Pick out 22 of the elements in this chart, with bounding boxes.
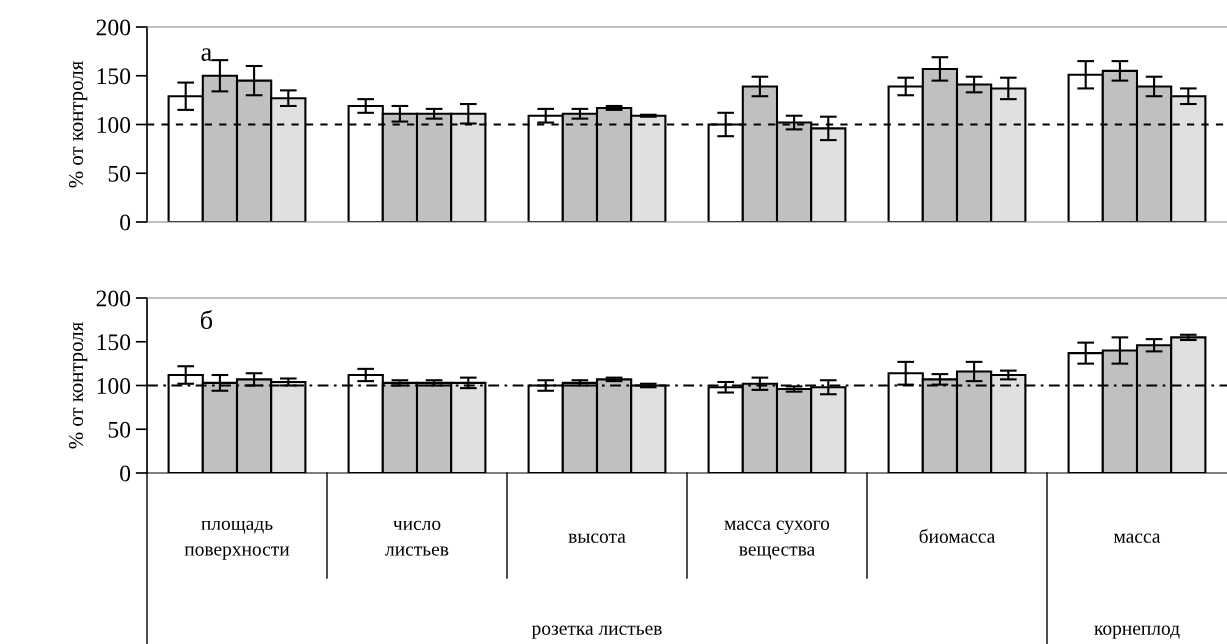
x-tick-label: биомасса xyxy=(919,528,996,543)
y-tick-label: 0 xyxy=(120,465,131,482)
y-tick-label: 50 xyxy=(108,165,131,182)
y-tick-label: 0 xyxy=(120,214,131,231)
x-tick-label: масса xyxy=(1113,533,1161,543)
y-tick-label: 100 xyxy=(97,116,131,133)
y-axis-title: % от контроля xyxy=(68,322,88,449)
y-tick-label: 150 xyxy=(97,68,131,85)
y-tick-label: 150 xyxy=(97,334,131,351)
y-tick-label: 50 xyxy=(108,421,131,438)
x-tick-label: число листьев xyxy=(385,520,449,556)
y-tick-label: 100 xyxy=(97,377,131,394)
x-tick-label: высота xyxy=(568,533,626,543)
y-axis-title: % от контроля xyxy=(68,61,88,188)
chart-title: б xyxy=(200,309,213,330)
x-tick-label: масса сухого вещества xyxy=(724,520,830,560)
x-tick-label: площадь поверхности xyxy=(184,520,290,560)
text: корнеплод xyxy=(1094,625,1180,639)
text: а xyxy=(201,48,212,61)
y-tick-label: 200 xyxy=(96,290,131,307)
y-tick-label: 200 xyxy=(96,19,131,36)
text: розетка листьев xyxy=(531,625,662,639)
